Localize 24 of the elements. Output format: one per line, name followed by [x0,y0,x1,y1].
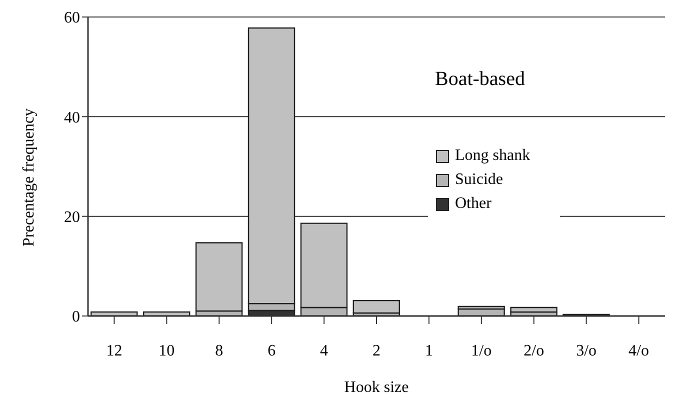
x-tick-label: 1/o [471,342,492,360]
x-tick-label: 4/o [628,342,649,360]
y-axis-title: Precentage frequency [20,108,38,246]
text: Boat-based [435,68,525,91]
x-tick-label: 3/o [576,342,597,360]
x-tick-label: 12 [106,342,122,360]
bar [352,300,400,314]
bar [195,242,243,312]
y-tick-label: 40 [64,109,80,126]
legend-label: Long shank [455,147,530,165]
x-tick-label: 8 [215,342,224,360]
x-tick-label: 10 [158,342,175,360]
legend-label: Suicide [455,171,503,189]
x-axis-title: Hook size [344,379,409,396]
bar [510,306,558,313]
y-tick-label: 60 [64,10,80,27]
legend-label: Other [455,195,492,213]
y-tick-label: 0 [72,308,80,326]
x-tick-label: 2/o [524,342,544,360]
x-tick-label: 2 [372,342,380,360]
x-tick-label: 1 [424,342,433,360]
x-tick-label: 6 [268,342,276,360]
y-tick-label: 20 [64,209,80,226]
x-tick-label: 4 [320,342,328,360]
